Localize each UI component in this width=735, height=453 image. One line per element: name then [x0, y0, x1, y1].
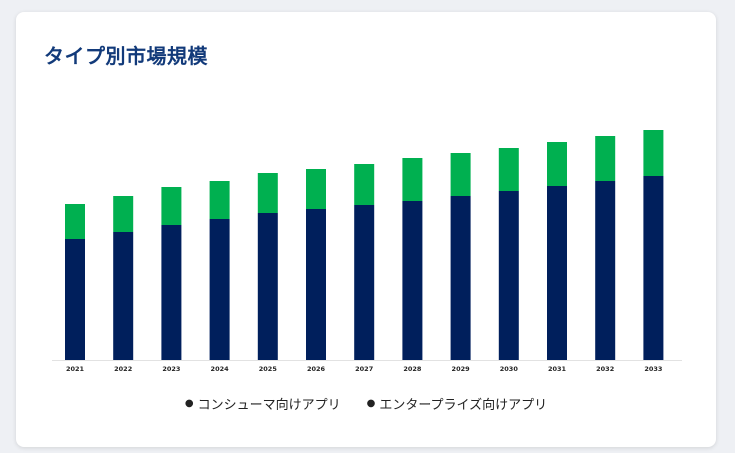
bar-enterprise-2030 [498, 148, 519, 191]
bar-enterprise-2029 [450, 153, 471, 196]
x-tick-label-2033: 2033 [644, 365, 662, 373]
legend-bullet-icon: ● [184, 398, 194, 409]
bar-consumer-2024 [209, 219, 230, 360]
x-tick-label-2028: 2028 [403, 365, 422, 373]
bar-enterprise-2024 [209, 181, 230, 219]
chart-card: タイプ別市場規模 2021 2022 2023 2024 2025 2026 2027 202… [16, 12, 716, 447]
legend-item-enterprise: ● エンタープライズ向けアプリ [367, 394, 548, 413]
bar-enterprise-2022 [113, 196, 134, 232]
bar-consumer-2028 [402, 201, 423, 360]
stacked-bar-chart: 2021 2022 2023 2024 2025 2026 2027 2028 2029 2030… [52, 130, 682, 373]
bar-consumer-2022 [113, 232, 134, 360]
bar-consumer-2027 [354, 205, 375, 360]
x-tick-label-2027: 2027 [355, 365, 373, 373]
bar-consumer-2025 [257, 213, 278, 360]
bar-consumer-2032 [595, 181, 616, 360]
chart-legend: ● コンシューマ向けアプリ ● エンタープライズ向けアプリ [16, 394, 716, 413]
bar-enterprise-2028 [402, 158, 423, 201]
bar-consumer-2026 [306, 209, 326, 360]
bar-enterprise-2031 [547, 142, 567, 186]
chart-title: タイプ別市場規模 [44, 44, 208, 68]
x-tick-label-2026: 2026 [307, 365, 326, 373]
bar-enterprise-2023 [161, 187, 182, 225]
bar-enterprise-2026 [306, 169, 326, 209]
x-tick-label-2023: 2023 [162, 365, 180, 373]
bar-consumer-2033 [643, 176, 664, 360]
bar-consumer-2030 [498, 191, 519, 360]
x-tick-label-2031: 2031 [548, 365, 567, 373]
legend-item-consumer: ● コンシューマ向けアプリ [185, 394, 341, 413]
x-tick-label-2032: 2032 [596, 365, 614, 373]
x-tick-label-2021: 2021 [66, 365, 85, 373]
bar-enterprise-2032 [595, 136, 616, 181]
x-tick-label-2029: 2029 [452, 365, 471, 373]
bar-enterprise-2027 [354, 164, 375, 205]
bar-consumer-2029 [450, 196, 471, 360]
x-tick-label-2025: 2025 [259, 365, 278, 373]
legend-label-consumer: コンシューマ向けアプリ [197, 398, 341, 413]
bar-consumer-2021 [65, 239, 85, 360]
legend-label-enterprise: エンタープライズ向けアプリ [379, 398, 548, 413]
bar-enterprise-2025 [257, 173, 278, 213]
bar-consumer-2031 [547, 186, 567, 360]
bar-consumer-2023 [161, 225, 182, 360]
x-tick-label-2024: 2024 [211, 365, 230, 373]
x-tick-label-2030: 2030 [500, 365, 519, 373]
bar-enterprise-2033 [643, 130, 664, 176]
legend-bullet-icon: ● [366, 398, 376, 409]
bar-enterprise-2021 [65, 204, 85, 239]
x-tick-label-2022: 2022 [114, 365, 132, 373]
